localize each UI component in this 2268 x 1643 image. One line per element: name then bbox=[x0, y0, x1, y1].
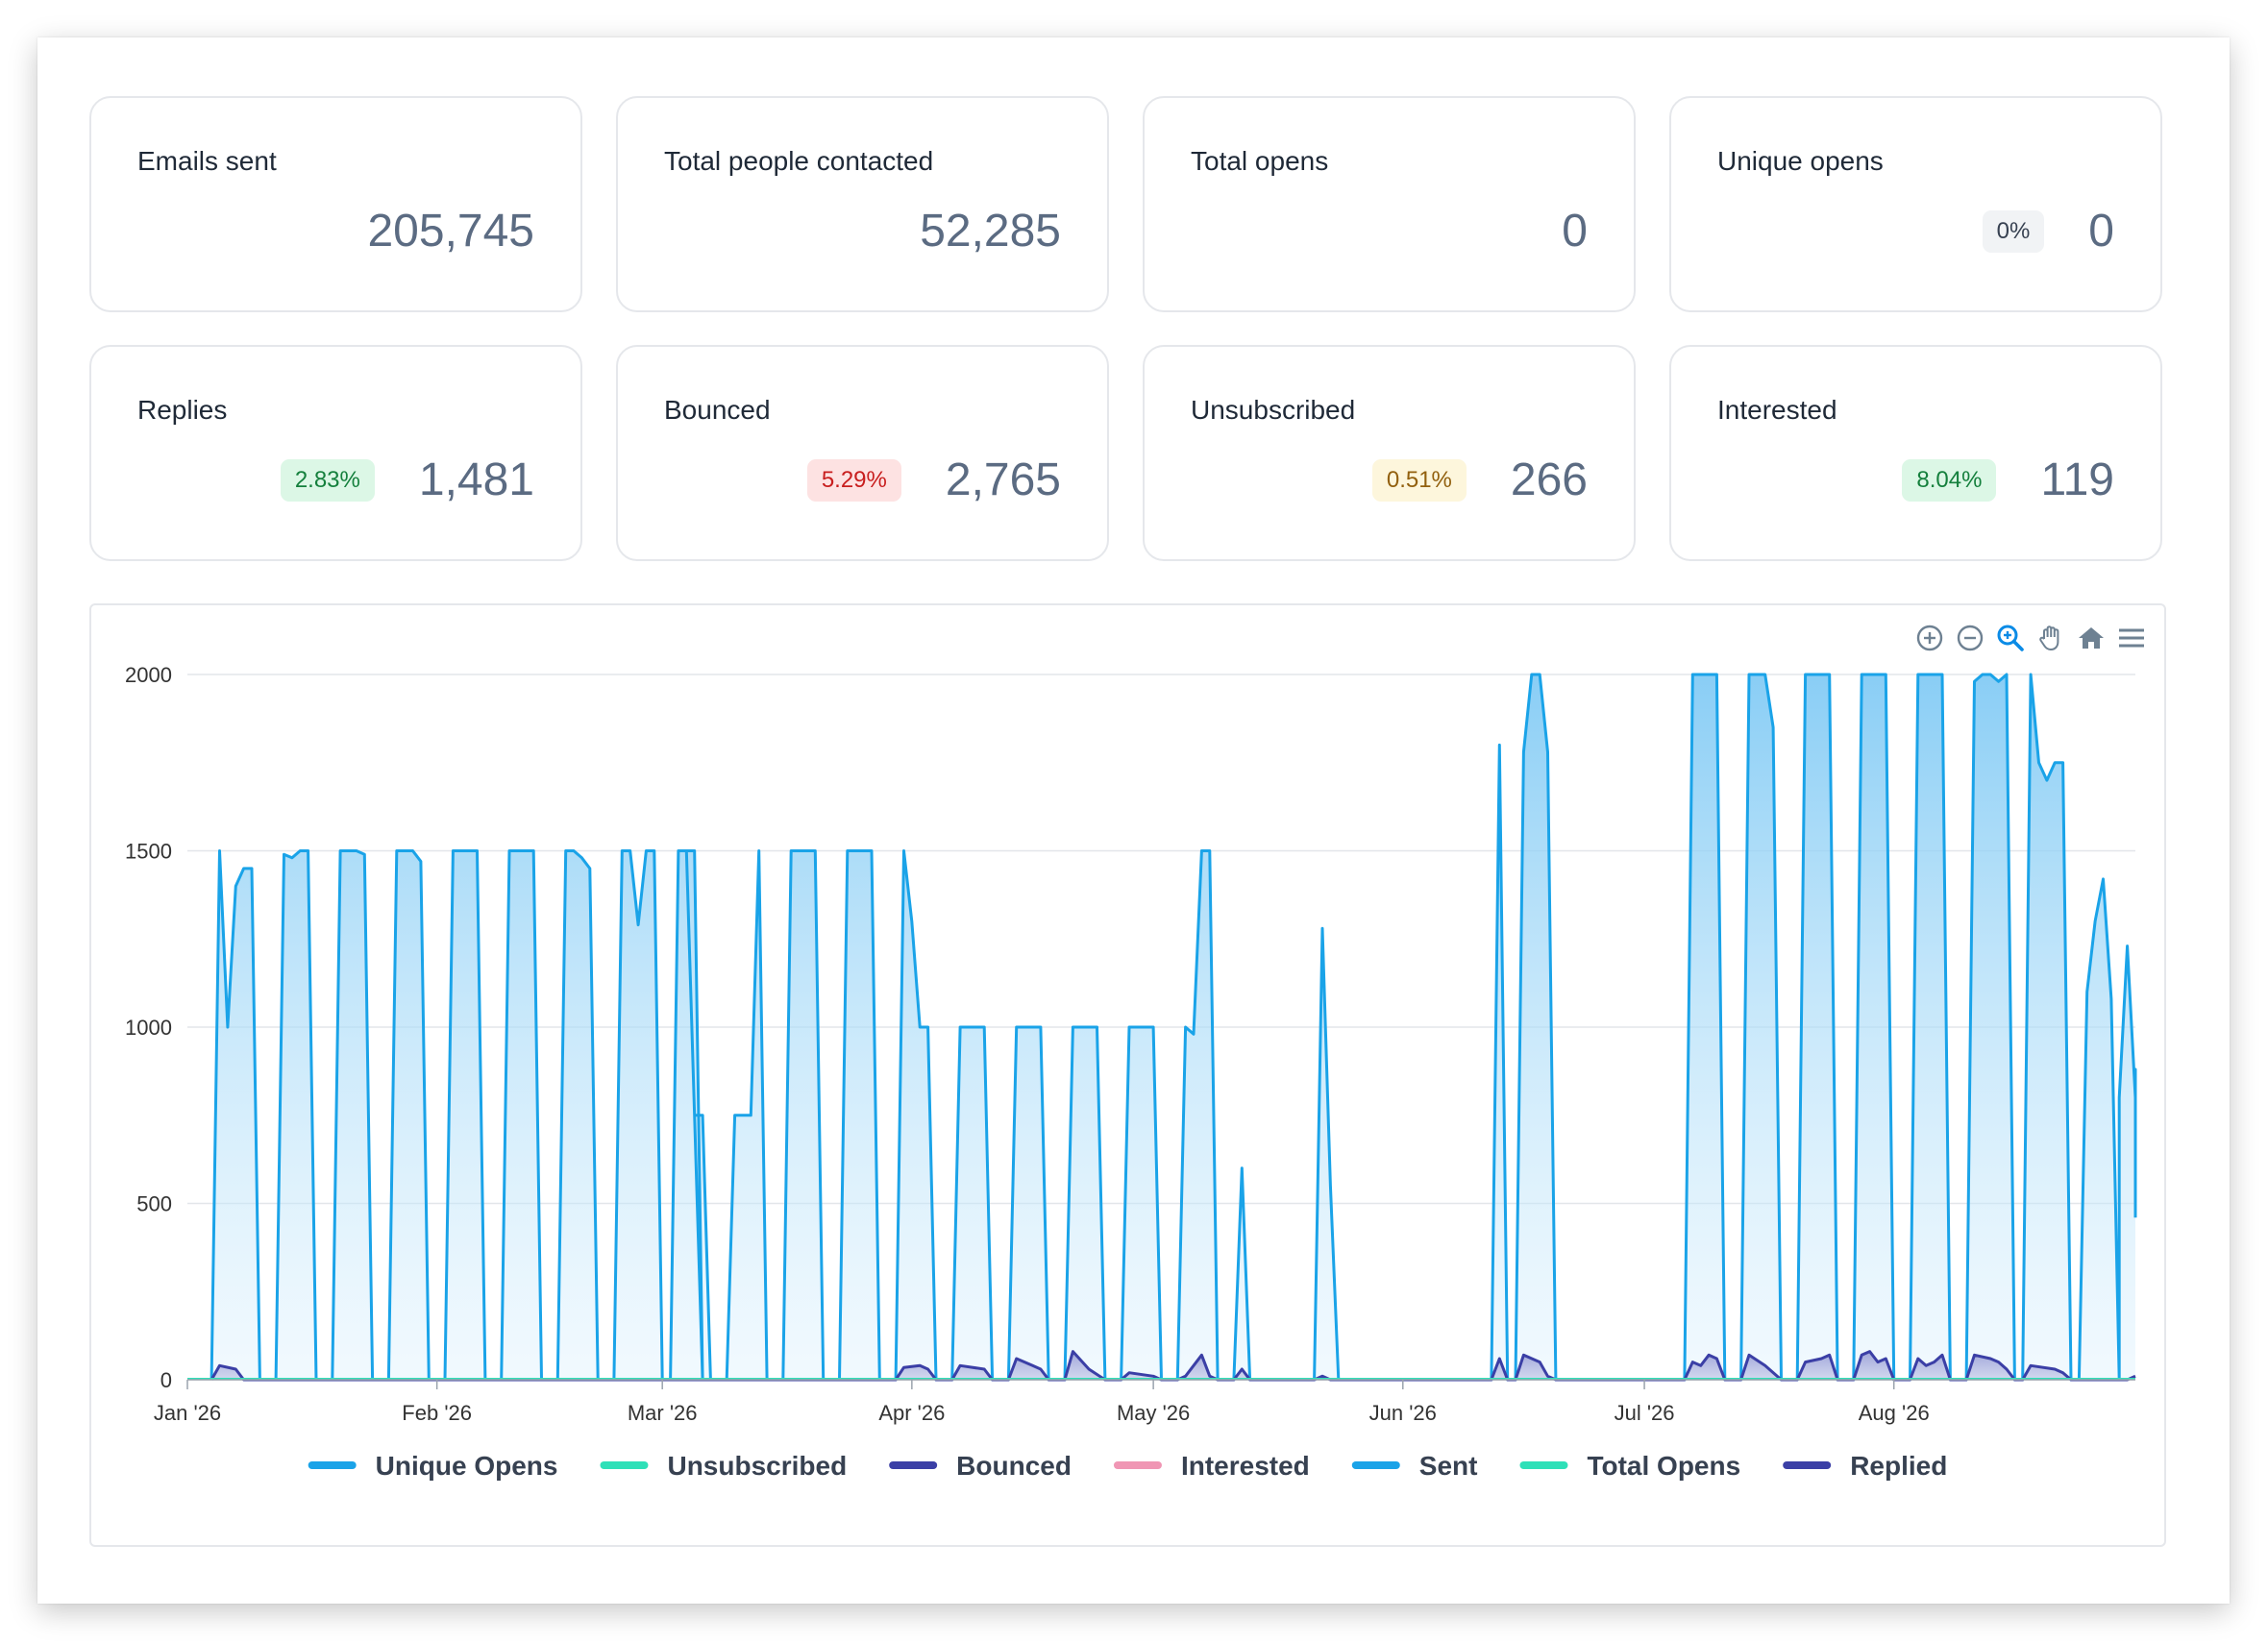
stat-value: 119 bbox=[2040, 454, 2114, 505]
stat-value: 2,765 bbox=[945, 454, 1061, 505]
home-icon[interactable] bbox=[2074, 621, 2108, 655]
legend-marker bbox=[308, 1461, 357, 1469]
stat-title: Bounced bbox=[664, 395, 771, 425]
y-tick-label: 2000 bbox=[125, 663, 172, 687]
stat-title: Unsubscribed bbox=[1191, 395, 1356, 425]
legend-label: Replied bbox=[1850, 1451, 1947, 1481]
legend-marker bbox=[1519, 1461, 1568, 1469]
legend-marker bbox=[1783, 1461, 1832, 1469]
stat-title: Replies bbox=[137, 395, 228, 425]
stat-value: 1,481 bbox=[418, 454, 534, 505]
x-tick-label: Aug '26 bbox=[1859, 1401, 1930, 1425]
legend-item[interactable]: Unique Opens bbox=[308, 1451, 558, 1481]
stat-title: Total opens bbox=[1191, 146, 1329, 176]
stat-value: 266 bbox=[1510, 454, 1588, 505]
x-tick-label: Jun '26 bbox=[1369, 1401, 1437, 1425]
stat-card-replies: Replies 2.83% 1,481 bbox=[89, 345, 582, 561]
stat-card-unsubscribed: Unsubscribed 0.51% 266 bbox=[1143, 345, 1636, 561]
series-sent-line bbox=[210, 673, 2137, 1382]
stat-badge: 5.29% bbox=[806, 459, 901, 502]
y-tick-label: 1000 bbox=[125, 1016, 172, 1040]
x-tick-label: Apr '26 bbox=[878, 1401, 945, 1425]
legend-item[interactable]: Bounced bbox=[889, 1451, 1072, 1481]
zoom-in-icon[interactable] bbox=[1912, 621, 1947, 655]
stat-title: Emails sent bbox=[137, 146, 277, 176]
x-tick-label: Jan '26 bbox=[154, 1401, 221, 1425]
legend-marker bbox=[600, 1461, 649, 1469]
stat-card-bounced: Bounced 5.29% 2,765 bbox=[616, 345, 1109, 561]
legend-label: Total Opens bbox=[1587, 1451, 1740, 1481]
legend-marker bbox=[889, 1461, 938, 1469]
stat-title: Total people contacted bbox=[664, 146, 934, 176]
legend-label: Interested bbox=[1181, 1451, 1310, 1481]
stat-card-total-opens: Total opens 0 bbox=[1143, 96, 1636, 312]
x-tick-label: May '26 bbox=[1117, 1401, 1190, 1425]
y-tick-label: 0 bbox=[160, 1368, 172, 1392]
stat-badge: 0% bbox=[1982, 210, 2045, 253]
stat-title: Unique opens bbox=[1717, 146, 1884, 176]
stat-badge: 2.83% bbox=[280, 459, 375, 502]
stat-value: 0 bbox=[1562, 206, 1588, 257]
stat-value: 205,745 bbox=[367, 206, 534, 257]
x-tick-label: Mar '26 bbox=[628, 1401, 698, 1425]
stat-card-unique-opens: Unique opens 0% 0 bbox=[1669, 96, 2162, 312]
legend-item[interactable]: Interested bbox=[1113, 1451, 1310, 1481]
stat-card-emails-sent: Emails sent 205,745 bbox=[89, 96, 582, 312]
chart-toolbar bbox=[1912, 621, 2149, 655]
legend-label: Unsubscribed bbox=[667, 1451, 847, 1481]
y-tick-label: 1500 bbox=[125, 840, 172, 864]
legend-label: Bounced bbox=[956, 1451, 1072, 1481]
chart-plot[interactable]: 0 500 1000 1500 2000 Jan '26 Feb '26 Mar '26 Apr… bbox=[91, 605, 2164, 1545]
stat-value: 52,285 bbox=[920, 206, 1061, 257]
stat-badge: 8.04% bbox=[1902, 459, 1997, 502]
x-tick-label: Jul '26 bbox=[1615, 1401, 1675, 1425]
series-replied-line bbox=[210, 1350, 2136, 1382]
campaign-chart: 0 500 1000 1500 2000 Jan '26 Feb '26 Mar '26 Apr… bbox=[89, 603, 2166, 1547]
dashboard-panel: Emails sent 205,745 Total people contact… bbox=[37, 37, 2230, 1604]
legend-label: Unique Opens bbox=[376, 1451, 558, 1481]
pan-icon[interactable] bbox=[2034, 621, 2068, 655]
stat-value: 0 bbox=[2088, 206, 2114, 257]
x-tick-label: Feb '26 bbox=[402, 1401, 472, 1425]
stat-card-total-people-contacted: Total people contacted 52,285 bbox=[616, 96, 1109, 312]
zoom-out-icon[interactable] bbox=[1953, 621, 1987, 655]
legend-item[interactable]: Sent bbox=[1351, 1451, 1478, 1481]
legend-item[interactable]: Replied bbox=[1783, 1451, 1947, 1481]
legend-label: Sent bbox=[1419, 1451, 1478, 1481]
legend-item[interactable]: Unsubscribed bbox=[600, 1451, 847, 1481]
legend-marker bbox=[1351, 1461, 1400, 1469]
selection-zoom-icon[interactable] bbox=[1993, 621, 2028, 655]
menu-icon[interactable] bbox=[2114, 621, 2149, 655]
stat-title: Interested bbox=[1717, 395, 1837, 425]
y-tick-label: 500 bbox=[136, 1192, 172, 1216]
series-replied-area bbox=[211, 1351, 2136, 1380]
legend-marker bbox=[1113, 1461, 1162, 1469]
stat-badge: 0.51% bbox=[1371, 459, 1467, 502]
legend-item[interactable]: Total Opens bbox=[1519, 1451, 1740, 1481]
stat-card-interested: Interested 8.04% 119 bbox=[1669, 345, 2162, 561]
